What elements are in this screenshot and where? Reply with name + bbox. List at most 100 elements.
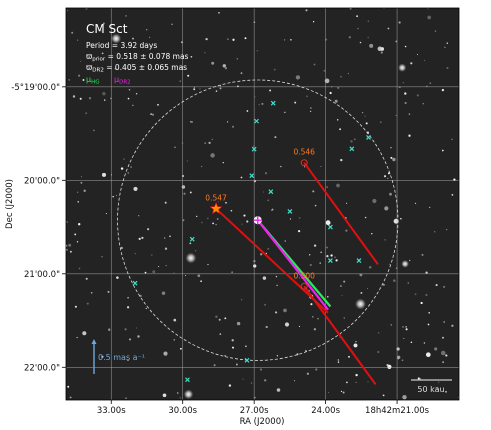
search-circle	[117, 79, 399, 361]
background-star	[429, 206, 431, 209]
info-line: Period = 3.92 days	[86, 41, 157, 50]
background-star	[451, 138, 453, 141]
background-star	[243, 214, 246, 217]
background-star	[356, 15, 359, 18]
background-star	[85, 112, 88, 115]
background-star	[424, 59, 426, 62]
background-star	[195, 250, 197, 252]
background-star	[275, 275, 278, 278]
background-star	[341, 295, 343, 297]
field-star-marker	[356, 258, 362, 263]
background-star	[388, 263, 391, 265]
background-star	[315, 368, 318, 371]
background-star	[67, 9, 69, 11]
background-star	[383, 175, 387, 178]
background-star	[200, 165, 203, 168]
background-star	[395, 114, 397, 117]
companion-circle-marker	[300, 159, 308, 167]
background-star	[451, 324, 454, 327]
background-star	[312, 190, 315, 193]
background-star	[294, 380, 296, 382]
background-star	[398, 21, 401, 24]
background-star	[215, 90, 218, 92]
background-star	[231, 346, 235, 349]
companion-label: 0.547	[205, 194, 227, 203]
background-star	[384, 206, 389, 211]
background-star	[189, 242, 192, 245]
background-star	[407, 282, 409, 284]
background-star	[354, 138, 356, 141]
background-star	[158, 266, 160, 268]
background-star	[66, 248, 68, 251]
background-star	[105, 213, 107, 215]
background-star	[68, 243, 72, 247]
background-star	[337, 361, 340, 363]
background-star	[86, 302, 89, 305]
background-star	[445, 390, 447, 393]
background-star	[230, 209, 233, 212]
background-star	[408, 134, 411, 137]
background-star	[132, 37, 134, 40]
background-star	[183, 389, 194, 400]
background-star	[380, 47, 385, 51]
background-star	[340, 75, 342, 78]
background-star	[173, 338, 176, 341]
background-star	[171, 23, 173, 26]
background-star	[112, 195, 114, 198]
y-tick-label: 21'00.0"	[24, 270, 60, 280]
background-star	[403, 337, 405, 339]
background-star	[312, 21, 315, 23]
background-star	[379, 121, 382, 124]
background-star	[435, 284, 438, 287]
background-star	[290, 38, 292, 41]
background-star	[267, 199, 269, 201]
info-line: ϖDR2 = 0.405 ± 0.065 mas	[86, 63, 187, 74]
background-star	[404, 92, 407, 95]
background-star	[164, 247, 168, 250]
background-star	[231, 339, 234, 342]
background-star	[365, 122, 368, 125]
background-star	[126, 306, 130, 309]
background-star	[330, 254, 333, 257]
legend-entry: μDR2	[114, 75, 131, 86]
background-star	[426, 85, 428, 87]
x-tick-label: 24.00s	[311, 406, 340, 416]
background-star	[110, 33, 122, 44]
background-star	[161, 291, 166, 295]
background-star	[441, 149, 444, 152]
background-star	[417, 53, 418, 55]
background-star	[366, 288, 369, 290]
background-star	[298, 325, 300, 327]
background-star	[82, 331, 87, 336]
background-star	[298, 217, 301, 219]
background-star	[414, 202, 417, 205]
background-star	[222, 64, 226, 68]
background-star	[264, 172, 268, 175]
background-star	[284, 322, 290, 327]
background-star	[320, 166, 322, 168]
companion-pm-vector	[303, 162, 379, 266]
background-star	[355, 381, 357, 384]
background-star	[309, 110, 312, 113]
background-star	[273, 68, 276, 71]
grid	[66, 8, 459, 400]
field-star-marker	[249, 173, 255, 179]
background-star	[259, 368, 263, 371]
background-star	[265, 252, 268, 255]
info-line: ϖprior = 0.518 ± 0.078 mas	[86, 52, 189, 63]
background-star	[429, 82, 432, 84]
background-star	[235, 363, 238, 366]
background-star	[254, 96, 256, 98]
background-star	[371, 232, 373, 235]
background-star	[125, 397, 127, 399]
background-star	[364, 216, 367, 219]
background-star	[79, 97, 82, 100]
background-star	[380, 51, 383, 54]
background-star	[261, 102, 264, 105]
companion-label: 0.546	[293, 148, 315, 157]
background-star	[169, 235, 171, 238]
background-star	[378, 332, 380, 334]
background-star	[77, 201, 79, 203]
background-star	[311, 315, 314, 318]
background-star	[69, 396, 72, 399]
